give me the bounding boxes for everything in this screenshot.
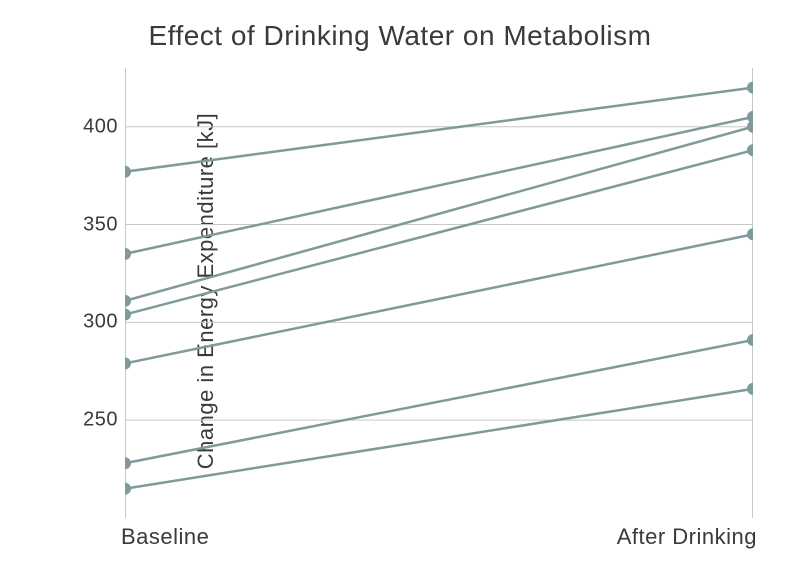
series-marker	[747, 228, 753, 240]
y-tick-label: 400	[70, 115, 118, 138]
series-marker	[747, 121, 753, 133]
chart-title: Effect of Drinking Water on Metabolism	[0, 20, 800, 52]
series-marker	[125, 295, 131, 307]
plot-area	[125, 68, 753, 518]
series-marker	[125, 248, 131, 260]
series-marker	[747, 334, 753, 346]
chart-svg	[125, 68, 753, 518]
series-marker	[125, 357, 131, 369]
series-line	[125, 234, 753, 363]
series-line	[125, 127, 753, 301]
series-line	[125, 389, 753, 489]
y-tick-label: 350	[70, 213, 118, 236]
series-marker	[125, 309, 131, 321]
series-marker	[747, 144, 753, 156]
chart-container: Effect of Drinking Water on Metabolism C…	[0, 0, 800, 581]
series-marker	[125, 166, 131, 178]
y-tick-label: 250	[70, 409, 118, 432]
y-tick-label: 300	[70, 311, 118, 334]
x-tick-label: Baseline	[121, 524, 209, 550]
series-marker	[747, 82, 753, 94]
series-marker	[125, 483, 131, 495]
x-tick-label: After Drinking	[617, 524, 757, 550]
series-marker	[747, 383, 753, 395]
series-line	[125, 340, 753, 463]
series-marker	[125, 457, 131, 469]
series-line	[125, 88, 753, 172]
